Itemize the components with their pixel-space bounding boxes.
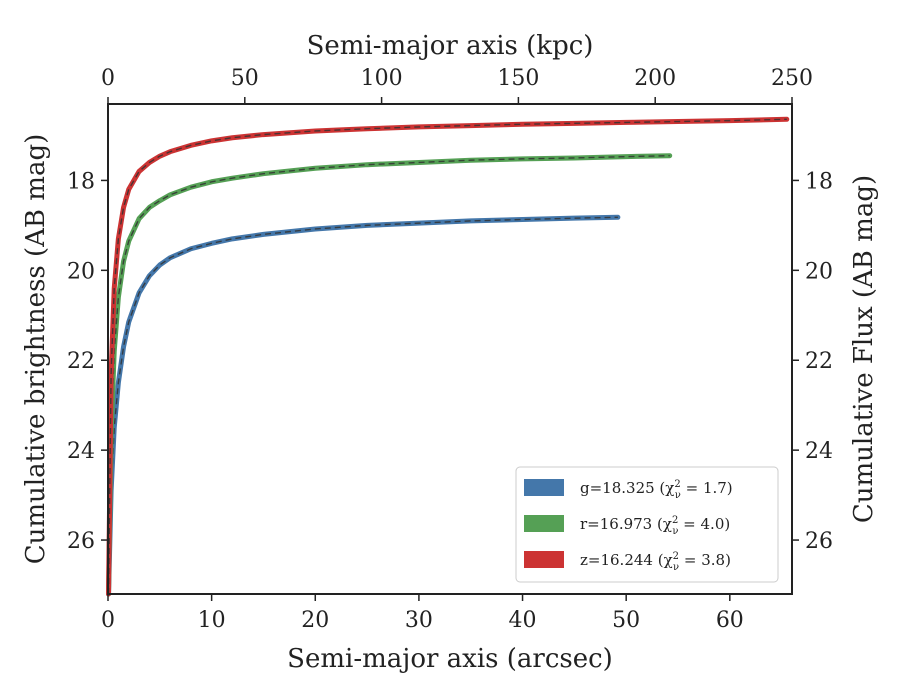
y-axis-label-left: Cumulative brightness (AB mag) [21, 134, 51, 565]
x-tick-label-top: 50 [231, 66, 259, 91]
y-tick-label-left: 22 [67, 349, 95, 374]
plot-frame [107, 103, 793, 595]
x-tick-label-top: 100 [361, 66, 403, 91]
series-model-line-0 [107, 216, 618, 595]
y-tick-label-left: 24 [67, 439, 95, 464]
series-layer [106, 116, 790, 597]
legend: g=18.325 (χ2 ν = 1.7) r=16.973 (χ2 ν = 4.0)… [515, 466, 779, 583]
ticks-layer: 0 10 20 30 40 50 60 0 50 100 150 200 250 18 18 20 20 22 22… [67, 66, 833, 633]
legend-entry-1: r=16.973 (χ2 ν = 4.0) [580, 515, 730, 537]
x-tick-label-top: 150 [497, 66, 539, 91]
y-tick-label-right: 18 [805, 169, 833, 194]
legend-entry-0: g=18.325 (χ2 ν = 1.7) [580, 479, 733, 501]
y-tick-label-right: 20 [805, 259, 833, 284]
x-axis-label-top: Semi-major axis (kpc) [307, 31, 594, 61]
legend-swatch-0 [524, 479, 564, 496]
legend-entry-2: z=16.244 (χ2 ν = 3.8) [580, 551, 731, 573]
legend-swatch-2 [524, 551, 564, 568]
x-tick-label-top: 250 [771, 66, 813, 91]
y-tick-label-left: 18 [67, 169, 95, 194]
y-tick-label-right: 22 [805, 349, 833, 374]
x-tick-label-bottom: 20 [301, 608, 329, 633]
x-axis-label-bottom: Semi-major axis (arcsec) [287, 644, 613, 674]
x-tick-label-bottom: 30 [405, 608, 433, 633]
x-tick-label-bottom: 50 [612, 608, 640, 633]
x-tick-label-top: 0 [101, 66, 115, 91]
x-tick-label-bottom: 10 [198, 608, 226, 633]
y-tick-label-right: 24 [805, 439, 833, 464]
y-axis-label-right: Cumulative Flux (AB mag) [849, 175, 879, 523]
y-tick-label-left: 20 [67, 259, 95, 284]
x-tick-label-bottom: 60 [716, 608, 744, 633]
legend-swatch-1 [524, 515, 564, 532]
legend-box [515, 466, 779, 583]
series-model-line-1 [107, 155, 670, 595]
x-tick-label-bottom: 40 [509, 608, 537, 633]
x-tick-label-bottom: 0 [101, 608, 115, 633]
y-tick-label-left: 26 [67, 529, 95, 554]
y-tick-label-right: 26 [805, 529, 833, 554]
x-tick-label-top: 200 [634, 66, 676, 91]
series-model-line-2 [107, 118, 787, 595]
